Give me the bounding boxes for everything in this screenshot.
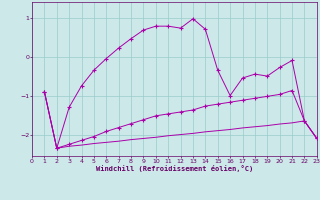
X-axis label: Windchill (Refroidissement éolien,°C): Windchill (Refroidissement éolien,°C) bbox=[96, 165, 253, 172]
